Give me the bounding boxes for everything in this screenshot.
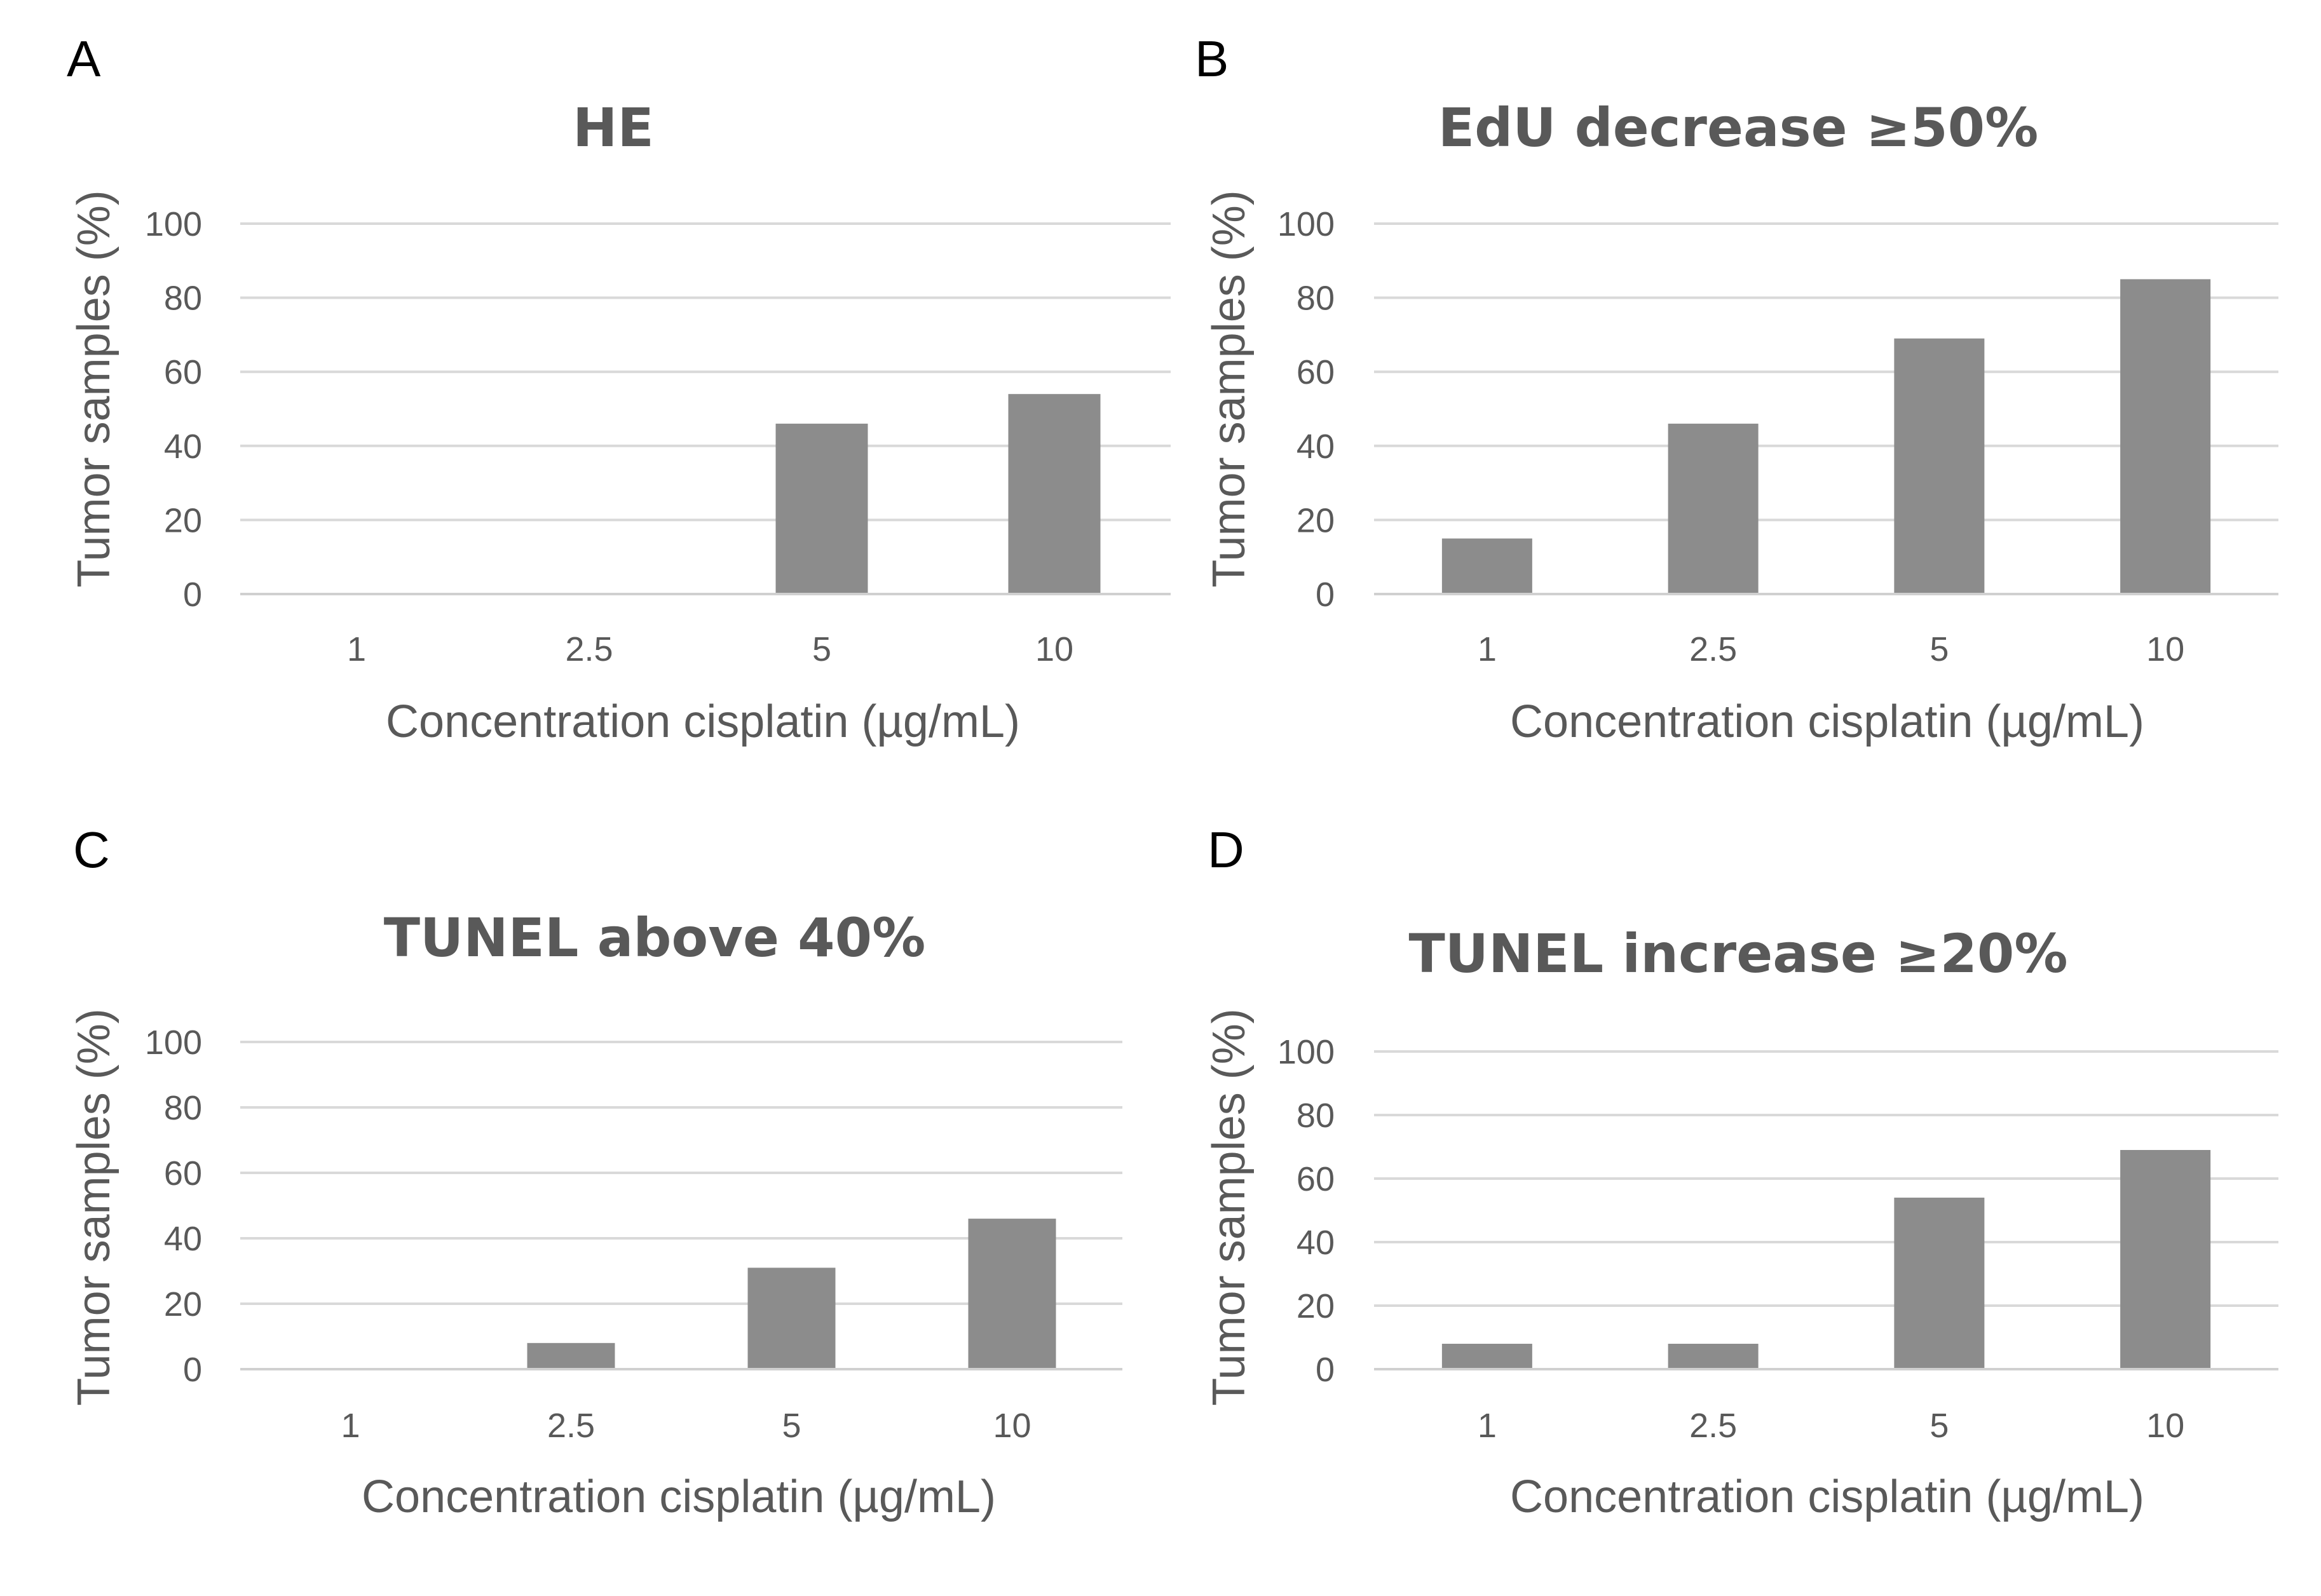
bar bbox=[1668, 423, 1759, 593]
y-tick-label: 80 bbox=[164, 280, 202, 318]
panel-letter: B bbox=[1195, 30, 1229, 87]
x-tick-label: 2.5 bbox=[1689, 1407, 1737, 1445]
y-tick-label: 20 bbox=[1297, 1287, 1335, 1325]
y-tick-label: 20 bbox=[164, 1285, 202, 1323]
x-tick-label: 2.5 bbox=[547, 1407, 595, 1445]
y-tick-label: 100 bbox=[1277, 205, 1335, 243]
x-tick-label: 10 bbox=[993, 1407, 1031, 1445]
x-tick-label: 5 bbox=[812, 630, 831, 668]
x-tick-label: 10 bbox=[2146, 1407, 2184, 1445]
y-tick-label: 0 bbox=[183, 1351, 202, 1389]
x-tick-label: 1 bbox=[1478, 1407, 1497, 1445]
chart-title: TUNEL above 40% bbox=[384, 907, 926, 969]
y-tick-label: 40 bbox=[164, 1220, 202, 1258]
bar bbox=[2120, 279, 2211, 593]
plot-area: 0 20 40 60 80 100 1 2.5 5 10 bbox=[1277, 205, 2278, 668]
y-tick-label: 60 bbox=[164, 1154, 202, 1193]
bar bbox=[1441, 538, 1532, 593]
bar bbox=[1894, 338, 1985, 593]
x-tick-label: 5 bbox=[782, 1407, 801, 1445]
panel-letter: A bbox=[67, 30, 101, 87]
chart-title: TUNEL increase ≥20% bbox=[1408, 923, 2067, 985]
panel-letter: C bbox=[73, 822, 110, 878]
bar bbox=[775, 423, 868, 593]
x-tick-label: 1 bbox=[341, 1407, 360, 1445]
y-tick-label: 0 bbox=[1316, 576, 1335, 614]
panel-b: B EdU decrease ≥50% Concentration cispla… bbox=[1195, 30, 2278, 747]
x-axis-label: Concentration cisplatin (µg/mL) bbox=[362, 1471, 996, 1522]
x-tick-label: 2.5 bbox=[565, 630, 613, 668]
plot-area: 0 20 40 60 80 100 1 2.5 5 10 bbox=[145, 205, 1171, 668]
y-tick-label: 80 bbox=[1297, 280, 1335, 318]
x-tick-label: 5 bbox=[1930, 1407, 1949, 1445]
bar bbox=[747, 1268, 836, 1368]
x-axis-label: Concentration cisplatin (µg/mL) bbox=[1510, 1471, 2144, 1522]
y-tick-label: 100 bbox=[145, 1024, 202, 1062]
panel-d: D TUNEL increase ≥20% Concentration cisp… bbox=[1204, 822, 2278, 1522]
y-tick-label: 100 bbox=[1277, 1033, 1335, 1071]
bar bbox=[1668, 1344, 1759, 1368]
y-tick-label: 60 bbox=[164, 353, 202, 391]
x-tick-label: 5 bbox=[1930, 630, 1949, 668]
y-axis-label: Tumor samples (%) bbox=[1204, 190, 1255, 587]
x-tick-label: 10 bbox=[1035, 630, 1073, 668]
x-tick-label: 10 bbox=[2146, 630, 2184, 668]
y-tick-label: 80 bbox=[1297, 1097, 1335, 1135]
y-tick-label: 60 bbox=[1297, 1160, 1335, 1198]
y-tick-label: 40 bbox=[1297, 1224, 1335, 1262]
bar bbox=[527, 1342, 615, 1368]
panel-a: A HE Concentration cisplatin (µg/mL) Tum… bbox=[67, 30, 1171, 747]
bar bbox=[1008, 394, 1101, 593]
y-tick-label: 100 bbox=[145, 205, 202, 243]
y-axis-label: Tumor samples (%) bbox=[1204, 1008, 1255, 1405]
y-tick-label: 60 bbox=[1297, 353, 1335, 391]
x-axis-label: Concentration cisplatin (µg/mL) bbox=[1510, 696, 2144, 747]
bar bbox=[1441, 1344, 1532, 1368]
y-axis-label: Tumor samples (%) bbox=[69, 1008, 119, 1405]
y-tick-label: 80 bbox=[164, 1089, 202, 1127]
x-tick-label: 1 bbox=[1478, 630, 1497, 668]
y-tick-label: 40 bbox=[164, 428, 202, 466]
chart-title: HE bbox=[573, 97, 654, 159]
chart-title: EdU decrease ≥50% bbox=[1438, 97, 2039, 159]
bar bbox=[968, 1219, 1056, 1368]
x-tick-label: 1 bbox=[347, 630, 366, 668]
bar bbox=[2120, 1150, 2211, 1368]
y-tick-label: 0 bbox=[1316, 1351, 1335, 1389]
y-tick-label: 20 bbox=[1297, 501, 1335, 539]
panel-c: C TUNEL above 40% Concentration cisplati… bbox=[69, 822, 1122, 1522]
y-tick-label: 20 bbox=[164, 501, 202, 539]
panel-letter: D bbox=[1208, 822, 1244, 878]
x-tick-label: 2.5 bbox=[1689, 630, 1737, 668]
y-axis-label: Tumor samples (%) bbox=[69, 190, 119, 587]
bar bbox=[1894, 1198, 1985, 1368]
x-axis-label: Concentration cisplatin (µg/mL) bbox=[386, 696, 1020, 747]
y-tick-label: 40 bbox=[1297, 428, 1335, 466]
plot-area: 0 20 40 60 80 100 1 2.5 5 10 bbox=[145, 1024, 1122, 1445]
y-tick-label: 0 bbox=[183, 576, 202, 614]
plot-area: 0 20 40 60 80 100 1 2.5 5 10 bbox=[1277, 1033, 2278, 1445]
